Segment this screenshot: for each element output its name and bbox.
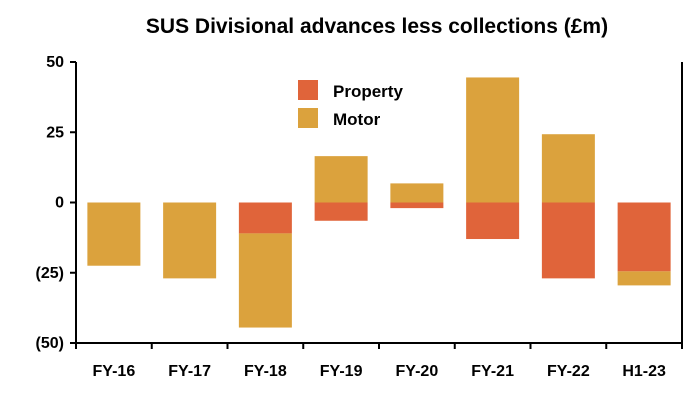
bar-motor-fy-21	[466, 77, 520, 203]
legend-label-property: Property	[333, 82, 403, 101]
bar-property-fy-19	[314, 202, 368, 221]
x-tick-label: FY-22	[547, 363, 590, 380]
bar-motor-fy-18	[238, 233, 292, 328]
chart-title: SUS Divisional advances less collections…	[146, 15, 608, 38]
legend-swatch-motor	[298, 108, 318, 128]
x-tick-label: FY-21	[471, 363, 514, 380]
x-tick-label: FY-19	[320, 363, 363, 380]
x-tick-label: H1-23	[622, 363, 666, 380]
legend-swatch-property	[298, 80, 318, 100]
y-tick-label: (50)	[36, 335, 64, 352]
y-tick-label: 25	[46, 124, 64, 141]
bar-property-fy-21	[466, 202, 520, 240]
bar-motor-fy-16	[87, 202, 141, 266]
x-tick-label: FY-16	[93, 363, 136, 380]
bar-property-fy-22	[541, 202, 595, 279]
y-tick-labels: 50 25 0 (25) (50)	[36, 54, 76, 352]
bar-motor-fy-19	[314, 156, 368, 203]
bar-motor-fy-20	[390, 183, 444, 203]
legend-label-motor: Motor	[333, 110, 381, 129]
bar-property-h1-23	[617, 202, 671, 272]
y-tick-label: 50	[46, 54, 64, 71]
bar-motor-fy-22	[541, 134, 595, 203]
bar-motor-fy-17	[163, 202, 217, 279]
bar-property-fy-20	[390, 202, 444, 209]
x-tick-label: FY-17	[168, 363, 211, 380]
bar-motor-h1-23	[617, 271, 671, 286]
bars-group	[87, 77, 671, 328]
y-tick-label: (25)	[36, 265, 64, 282]
x-tick-labels: FY-16 FY-17 FY-18 FY-19 FY-20 FY-21 FY-22 H1-23	[75, 343, 683, 380]
x-tick-label: FY-18	[244, 363, 287, 380]
legend: Property Motor	[298, 80, 403, 129]
y-tick-label: 0	[55, 195, 64, 212]
x-tick-label: FY-20	[396, 363, 439, 380]
bar-property-fy-18	[238, 202, 292, 234]
